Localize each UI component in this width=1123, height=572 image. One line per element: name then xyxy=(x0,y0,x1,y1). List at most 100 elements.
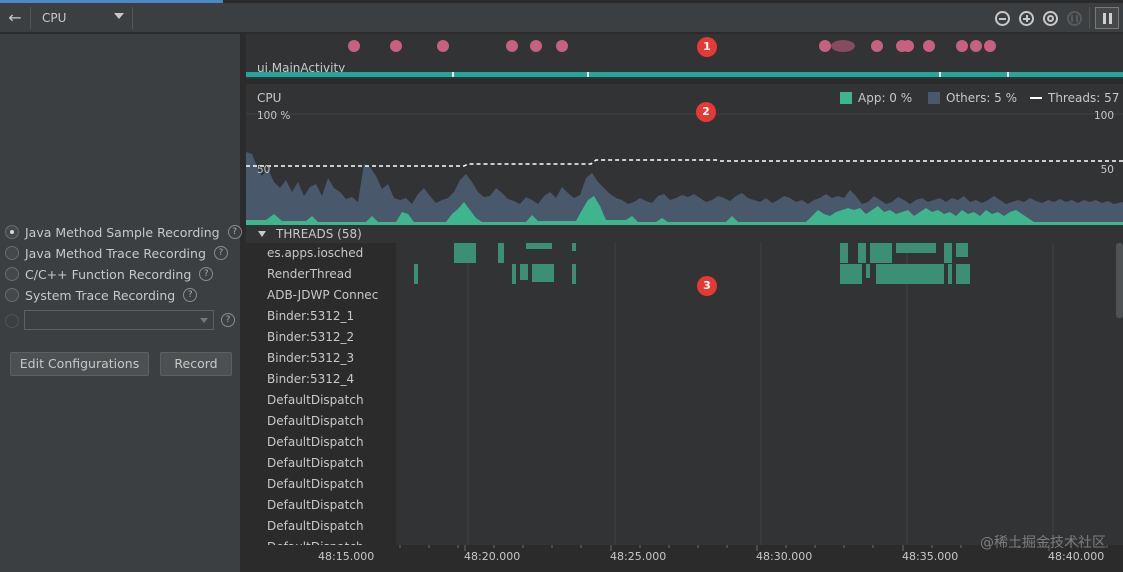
thread-name[interactable]: Binder:5312_4 xyxy=(267,372,355,386)
thread-run-segment xyxy=(498,243,504,263)
thread-name[interactable]: DefaultDispatch xyxy=(267,477,364,491)
radio-button[interactable] xyxy=(5,225,19,239)
touch-event-blur xyxy=(831,40,855,52)
threads-header[interactable]: THREADS (58) xyxy=(246,225,1123,243)
minus-circle-icon[interactable] xyxy=(995,11,1010,26)
radio-label: Java Method Trace Recording xyxy=(25,245,206,261)
custom-config-dropdown[interactable] xyxy=(24,310,214,330)
event-lane[interactable]: ui.MainActivity xyxy=(246,34,1123,79)
time-tick-label: 48:40.000 xyxy=(1048,550,1105,563)
radio-java-sample[interactable]: Java Method Sample Recording ? xyxy=(5,222,242,242)
profiler-toolbar: ← CPU xyxy=(0,3,1123,33)
pause-icon[interactable] xyxy=(1095,7,1119,29)
time-axis: 48:15.000 48:20.000 48:25.000 48:30.000 … xyxy=(246,545,1123,572)
y-axis-mid-left: 50 xyxy=(257,164,271,176)
collapse-triangle-icon[interactable] xyxy=(258,231,266,237)
active-tab-indicator xyxy=(0,0,223,3)
time-axis-ticks xyxy=(399,545,1108,551)
activity-tick xyxy=(939,72,941,77)
touch-event-dot xyxy=(819,40,831,52)
thread-name[interactable]: Binder:5312_2 xyxy=(267,330,355,344)
recording-config-panel: Java Method Sample Recording ? Java Meth… xyxy=(0,34,243,572)
legend-threads-label: Threads: 57 xyxy=(1048,91,1120,105)
help-icon[interactable]: ? xyxy=(221,313,235,327)
legend-swatch xyxy=(840,92,852,104)
radio-button[interactable] xyxy=(5,267,19,281)
toolbar-separator xyxy=(1089,7,1090,29)
touch-event-dot xyxy=(348,40,360,52)
thread-run-segment xyxy=(572,264,576,284)
plus-circle-icon[interactable] xyxy=(1019,11,1034,26)
radio-button[interactable] xyxy=(5,288,19,302)
thread-run-segment xyxy=(512,264,516,284)
thread-run-segment xyxy=(520,264,528,280)
thread-name[interactable]: DefaultDispatch xyxy=(267,393,364,407)
radio-button[interactable] xyxy=(5,246,19,260)
thread-name[interactable]: ADB-JDWP Connec xyxy=(267,288,379,302)
thread-name[interactable]: Binder:5312_1 xyxy=(267,309,355,323)
thread-name[interactable]: DefaultDispatch xyxy=(267,456,364,470)
thread-name[interactable]: es.apps.iosched xyxy=(267,246,364,260)
activity-label[interactable]: ui.MainActivity xyxy=(257,61,346,75)
radio-system-trace[interactable]: System Trace Recording ? xyxy=(5,285,198,305)
legend-others-label: Others: 5 % xyxy=(946,91,1018,105)
vertical-scrollbar[interactable] xyxy=(1116,243,1123,318)
thread-run-segment xyxy=(944,243,952,263)
touch-event-dot xyxy=(923,40,935,52)
cpu-usage-chart[interactable]: CPU App: 0 % Others: 5 % Threads: 57 100… xyxy=(246,84,1123,225)
thread-run-segment xyxy=(956,243,968,257)
thread-name[interactable]: DefaultDispatch xyxy=(267,414,364,428)
legend-swatch xyxy=(928,92,940,104)
help-icon[interactable]: ? xyxy=(227,225,242,239)
thread-name[interactable]: DefaultDispatch xyxy=(267,498,364,512)
touch-event-dot xyxy=(956,40,968,52)
thread-run-segment xyxy=(840,264,862,284)
thread-run-segment xyxy=(454,243,476,263)
profiler-select[interactable]: CPU xyxy=(36,9,128,27)
thread-run-segment xyxy=(896,243,936,253)
help-icon[interactable]: ? xyxy=(199,267,214,281)
y-axis-mid-right: 50 xyxy=(1100,164,1114,176)
pause-circle-icon[interactable] xyxy=(1067,11,1082,26)
touch-event-dot xyxy=(902,40,914,52)
thread-run-segment xyxy=(948,264,952,284)
radio-button[interactable] xyxy=(5,314,19,328)
help-icon[interactable]: ? xyxy=(213,246,228,260)
thread-activity-grid[interactable] xyxy=(396,243,1123,545)
reset-circle-icon[interactable] xyxy=(1043,11,1058,26)
touch-event-dot xyxy=(506,40,518,52)
radio-custom-config[interactable] xyxy=(5,311,25,331)
thread-state-tracks xyxy=(414,243,1054,545)
cpu-chart-title: CPU xyxy=(257,91,282,105)
legend-app: App: 0 % xyxy=(840,91,912,105)
watermark-text: @稀土掘金技术社区 xyxy=(980,535,1106,551)
edit-configurations-button[interactable]: Edit Configurations xyxy=(10,352,149,376)
time-tick-label: 48:15.000 xyxy=(318,550,375,563)
radio-cpp-function[interactable]: C/C++ Function Recording ? xyxy=(5,264,214,284)
legend-app-label: App: 0 % xyxy=(858,91,913,105)
thread-name[interactable]: Binder:5312_3 xyxy=(267,351,355,365)
chevron-down-icon xyxy=(114,13,124,19)
legend-others: Others: 5 % xyxy=(928,91,1017,105)
thread-name[interactable]: DefaultDispatch xyxy=(267,435,364,449)
activity-tick xyxy=(1007,72,1009,77)
radio-java-trace[interactable]: Java Method Trace Recording ? xyxy=(5,243,228,263)
legend-dash xyxy=(1030,97,1042,99)
annotation-marker-3: 3 xyxy=(697,276,717,296)
thread-name[interactable]: DefaultDispatch xyxy=(267,519,364,533)
record-button[interactable]: Record xyxy=(160,352,232,376)
help-icon[interactable]: ? xyxy=(183,288,198,302)
time-tick-label: 48:30.000 xyxy=(756,550,813,563)
time-tick-label: 48:35.000 xyxy=(902,550,959,563)
thread-count-line xyxy=(246,159,1123,167)
thread-name[interactable]: RenderThread xyxy=(267,267,352,281)
thread-run-segment xyxy=(526,243,552,249)
chevron-down-icon xyxy=(200,318,208,323)
custom-config-help[interactable]: ? xyxy=(221,310,235,330)
thread-name-list: es.apps.iosched RenderThread ADB-JDWP Co… xyxy=(246,243,396,545)
thread-name[interactable]: DefaultDispatch xyxy=(267,537,364,545)
touch-event-dot xyxy=(530,40,542,52)
event-dots xyxy=(348,40,996,52)
arrow-left-icon[interactable]: ← xyxy=(8,8,22,27)
activity-bar[interactable] xyxy=(246,72,1123,77)
